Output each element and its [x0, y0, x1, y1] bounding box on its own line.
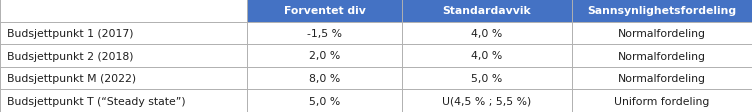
Text: 5,0 %: 5,0 % [472, 73, 502, 83]
Bar [572, 67, 752, 90]
Text: Sannsynlighetsfordeling: Sannsynlighetsfordeling [587, 6, 736, 16]
Bar [0, 0, 247, 22]
Text: 5,0 %: 5,0 % [309, 96, 340, 106]
Bar [402, 0, 572, 22]
Text: Normalfordeling: Normalfordeling [618, 29, 706, 39]
Text: Budsjettpunkt M (2022): Budsjettpunkt M (2022) [7, 73, 136, 83]
Text: Normalfordeling: Normalfordeling [618, 51, 706, 61]
Text: Forventet div: Forventet div [284, 6, 365, 16]
Bar [572, 90, 752, 112]
Bar [247, 90, 402, 112]
Bar [247, 0, 402, 22]
Bar [572, 45, 752, 67]
Bar [402, 90, 572, 112]
Bar [0, 67, 247, 90]
Bar [247, 67, 402, 90]
Bar [0, 45, 247, 67]
Text: 8,0 %: 8,0 % [309, 73, 340, 83]
Text: Uniform fordeling: Uniform fordeling [614, 96, 710, 106]
Text: Budsjettpunkt T (“Steady state”): Budsjettpunkt T (“Steady state”) [7, 96, 186, 106]
Bar [402, 67, 572, 90]
Text: 4,0 %: 4,0 % [472, 29, 502, 39]
Bar [402, 45, 572, 67]
Text: Budsjettpunkt 2 (2018): Budsjettpunkt 2 (2018) [7, 51, 134, 61]
Text: U(4,5 % ; 5,5 %): U(4,5 % ; 5,5 %) [442, 96, 532, 106]
Text: 4,0 %: 4,0 % [472, 51, 502, 61]
Bar [0, 22, 247, 45]
Text: Normalfordeling: Normalfordeling [618, 73, 706, 83]
Bar [247, 22, 402, 45]
Bar [247, 45, 402, 67]
Bar [572, 0, 752, 22]
Bar [572, 22, 752, 45]
Bar [402, 22, 572, 45]
Text: Budsjettpunkt 1 (2017): Budsjettpunkt 1 (2017) [7, 29, 134, 39]
Text: -1,5 %: -1,5 % [307, 29, 342, 39]
Text: 2,0 %: 2,0 % [309, 51, 340, 61]
Text: Standardavvik: Standardavvik [443, 6, 532, 16]
Bar [0, 90, 247, 112]
